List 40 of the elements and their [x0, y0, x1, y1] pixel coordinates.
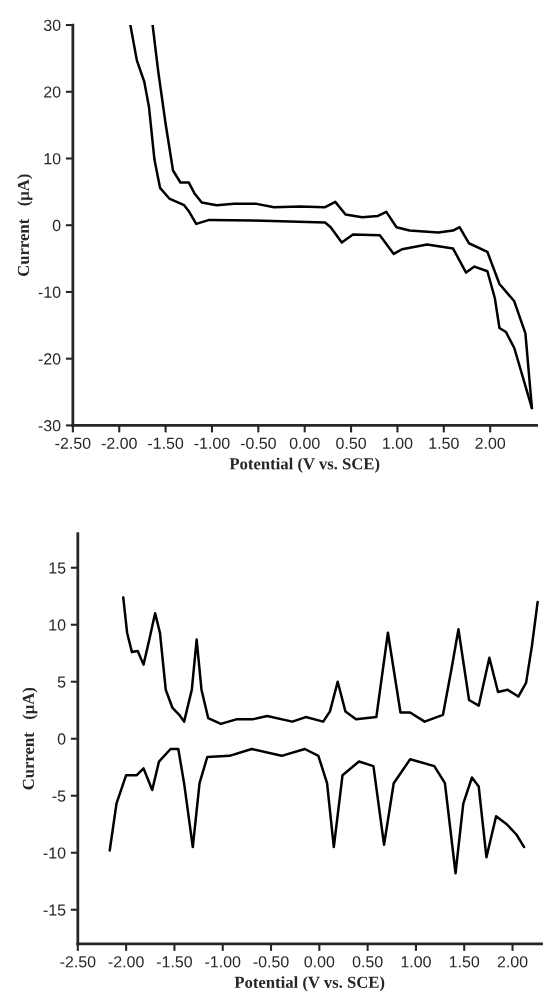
x-tick-label: 0.00	[289, 437, 320, 449]
x-tick-label: 1.00	[401, 956, 431, 968]
x-tick-label: -1.00	[205, 956, 241, 968]
x-tick-label: -2.00	[101, 437, 137, 449]
x-tick-label: -0.50	[253, 956, 289, 968]
x-tick-label: -1.50	[148, 437, 184, 449]
x-tick-label: -1.50	[156, 956, 193, 968]
y-tick-label: -30	[38, 420, 61, 432]
x-tick-label: 2.00	[497, 956, 528, 968]
y-tick-label: -5	[52, 790, 66, 802]
y-tick-label: 10	[49, 619, 66, 631]
y-tick-label: 10	[44, 153, 61, 165]
x-tick-label: -2.00	[108, 956, 144, 968]
y-tick-label: 0	[57, 733, 66, 745]
x-tick-label: -0.50	[240, 437, 276, 449]
line-series	[108, 747, 526, 875]
y-axis-title: Current (μA)	[22, 687, 38, 790]
x-tick-label: 2.00	[475, 437, 506, 449]
y-axis-title: Current (μA)	[17, 174, 33, 276]
x-tick-label: 1.50	[429, 437, 459, 449]
x-tick-label: -2.50	[55, 437, 91, 449]
y-tick-label: 5	[57, 676, 66, 688]
x-tick-label: -2.50	[60, 956, 96, 968]
y-tick-label: 0	[52, 219, 61, 232]
y-tick-label: -10	[43, 847, 66, 859]
x-axis-title: Potential (V vs. SCE)	[234, 976, 385, 992]
x-tick-label: 0.50	[336, 437, 366, 449]
x-tick-label: 0.50	[352, 956, 383, 968]
line-series	[121, 596, 539, 726]
y-tick-label: -10	[38, 286, 61, 298]
y-tick-label: -15	[43, 904, 66, 916]
x-tick-label: 0.00	[304, 956, 335, 968]
y-tick-label: 15	[49, 562, 66, 574]
y-tick-label: 20	[44, 86, 61, 98]
x-tick-label: -1.00	[194, 437, 230, 449]
x-axis-title: Potential (V vs. SCE)	[229, 457, 380, 473]
y-tick-label: 30	[43, 19, 61, 31]
y-tick-label: -20	[38, 353, 61, 365]
x-tick-label: 1.00	[383, 437, 413, 449]
x-tick-label: 1.50	[449, 956, 480, 968]
